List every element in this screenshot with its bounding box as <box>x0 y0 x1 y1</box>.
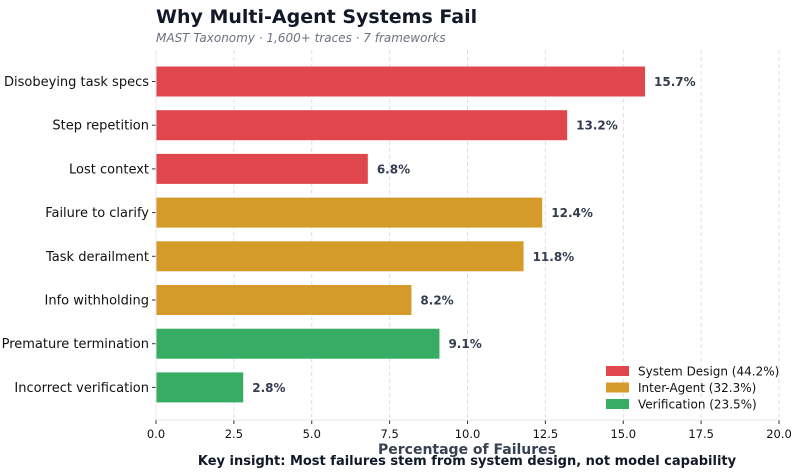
data-label: 13.2% <box>576 119 618 133</box>
x-tick-label: 0.0 <box>147 427 165 441</box>
y-tick-label: Lost context <box>69 162 149 177</box>
y-tick-label: Disobeying task specs <box>4 75 149 90</box>
bar <box>156 372 244 403</box>
x-tick-label: 7.5 <box>380 427 398 441</box>
legend: System Design (44.2%) Inter-Agent (32.3%)… <box>606 365 779 412</box>
data-label: 6.8% <box>377 162 410 176</box>
y-tick-label: Info withholding <box>45 294 149 309</box>
bar <box>156 110 568 141</box>
bar <box>156 328 440 359</box>
x-tick-label: 10.0 <box>455 427 481 441</box>
legend-swatch <box>606 366 629 376</box>
key-insight-note: Key insight: Most failures stem from sys… <box>198 454 737 469</box>
x-axis: 0.0 2.5 5.0 7.5 10.0 12.5 15.0 17.5 20.0 <box>147 50 792 441</box>
x-tick-label: 20.0 <box>766 427 792 441</box>
bar <box>156 197 543 228</box>
data-label: 11.8% <box>533 250 575 264</box>
chart-title: Why Multi-Agent Systems Fail <box>156 6 477 28</box>
legend-label: Inter-Agent (32.3%) <box>638 381 756 395</box>
y-tick-label: Failure to clarify <box>45 206 149 221</box>
x-tick-label: 12.5 <box>533 427 559 441</box>
bar <box>156 66 646 97</box>
bar <box>156 241 524 272</box>
bars: 15.7% 13.2% 6.8% 12.4% 11.8% 8.2% 9.1% 2.8% <box>156 66 696 403</box>
y-tick-label: Incorrect verification <box>14 381 149 396</box>
y-tick-label: Step repetition <box>52 119 149 134</box>
chart-subtitle: MAST Taxonomy · 1,600+ traces · 7 framew… <box>156 31 446 45</box>
bar <box>156 285 412 315</box>
bar <box>156 153 368 184</box>
y-tick-label: Task derailment <box>45 250 149 265</box>
data-label: 2.8% <box>252 381 285 395</box>
x-tick-label: 17.5 <box>688 427 714 441</box>
x-axis-label: Percentage of Failures <box>378 442 556 458</box>
legend-swatch <box>606 399 629 409</box>
data-label: 12.4% <box>551 206 593 220</box>
data-label: 9.1% <box>448 337 481 351</box>
x-tick-label: 2.5 <box>225 427 243 441</box>
data-label: 8.2% <box>420 294 453 308</box>
data-label: 15.7% <box>654 75 696 89</box>
y-tick-label: Premature termination <box>2 337 149 352</box>
legend-label: Verification (23.5%) <box>638 398 757 412</box>
x-tick-label: 15.0 <box>610 427 636 441</box>
y-axis: Disobeying task specs Step repetition Lost… <box>2 75 156 396</box>
x-tick-label: 5.0 <box>303 427 321 441</box>
legend-label: System Design (44.2%) <box>638 365 779 379</box>
legend-swatch <box>606 382 629 393</box>
